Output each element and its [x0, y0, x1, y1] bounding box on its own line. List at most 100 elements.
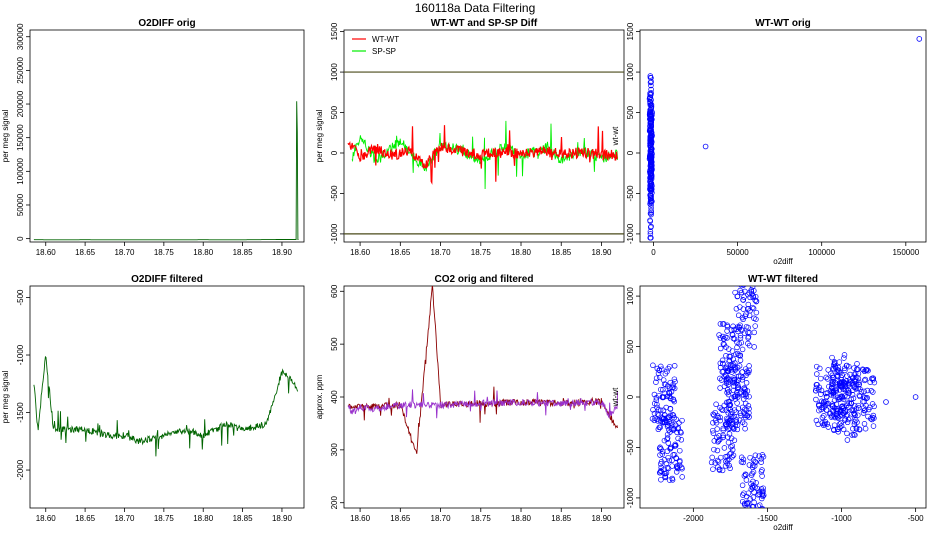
- data-point: [745, 490, 752, 496]
- y-tick-label: -1500: [16, 402, 25, 423]
- data-point: [865, 406, 872, 413]
- chart-title: O2DIFF orig: [138, 18, 195, 29]
- data-point: [722, 463, 729, 469]
- data-point: [814, 371, 820, 377]
- chart-title: WT-WT filtered: [748, 274, 818, 285]
- data-point: [743, 311, 749, 317]
- data-point: [749, 483, 755, 490]
- data-point: [830, 392, 837, 398]
- data-point: [741, 421, 748, 427]
- y-tick-label: 1500: [626, 22, 635, 40]
- data-point: [759, 495, 765, 502]
- data-point: [725, 365, 731, 372]
- data-point: [856, 382, 862, 388]
- chart-title: WT-WT orig: [755, 18, 811, 29]
- data-point: [666, 363, 673, 370]
- data-point: [647, 125, 654, 132]
- data-point: [837, 382, 844, 389]
- data-point: [731, 376, 737, 383]
- data-point: [745, 340, 751, 347]
- y-tick-label: 500: [330, 337, 339, 351]
- data-point: [752, 323, 758, 329]
- plot-frame: [29, 285, 305, 509]
- data-point: [726, 346, 732, 352]
- data-point: [823, 390, 829, 397]
- data-point: [734, 286, 738, 287]
- data-point: [851, 410, 857, 416]
- series-line: [351, 120, 619, 190]
- data-point: [731, 407, 738, 413]
- data-point: [737, 332, 744, 339]
- data-point: [844, 400, 851, 407]
- data-point: [653, 395, 660, 401]
- data-point: [751, 344, 757, 350]
- data-point: [813, 385, 820, 391]
- data-point: [738, 326, 744, 333]
- data-point: [734, 426, 741, 433]
- data-point: [730, 452, 737, 459]
- data-point: [734, 422, 741, 428]
- legend: WT-WT SP-SP: [352, 35, 399, 56]
- data-point: [740, 492, 746, 498]
- data-point: [714, 426, 720, 432]
- data-point: [737, 390, 743, 397]
- data-point: [649, 416, 656, 422]
- data-point: [671, 363, 678, 369]
- data-point: [650, 407, 656, 413]
- data-point: [664, 464, 671, 471]
- data-point: [648, 128, 654, 135]
- data-point: [729, 443, 736, 449]
- y-axis-label: per meg signal: [1, 110, 10, 163]
- data-point: [655, 407, 662, 413]
- data-point: [648, 207, 654, 214]
- data-point: [854, 361, 860, 367]
- data-point: [750, 469, 757, 475]
- data-point: [669, 384, 675, 391]
- data-point: [658, 446, 664, 452]
- x-tick-label: 18.65: [75, 514, 96, 523]
- data-point: [647, 176, 654, 183]
- y-axis-label: per meg signal: [315, 110, 324, 163]
- data-point: [660, 377, 667, 383]
- data-point: [865, 367, 871, 374]
- data-point: [851, 365, 857, 371]
- x-tick-label: 18.60: [36, 514, 57, 523]
- plot-frame: [343, 29, 625, 243]
- data-point: [725, 439, 732, 446]
- data-point: [710, 430, 717, 436]
- data-point: [715, 437, 722, 444]
- data-point: [829, 354, 835, 361]
- data-point: [851, 418, 858, 425]
- data-point: [648, 180, 655, 187]
- series-o2diff: [33, 355, 299, 457]
- data-point: [749, 286, 756, 290]
- data-point: [648, 90, 654, 96]
- plot-area: [33, 101, 299, 241]
- data-point: [715, 414, 722, 421]
- data-point: [648, 119, 654, 126]
- y-tick-label: 400: [330, 390, 339, 404]
- data-point: [752, 452, 759, 459]
- data-point: [654, 411, 661, 417]
- x-tick-label: 18.70: [114, 248, 135, 257]
- data-point: [745, 301, 752, 308]
- data-point: [710, 466, 716, 472]
- data-point: [716, 466, 723, 472]
- data-point: [745, 329, 751, 336]
- data-point: [870, 389, 876, 395]
- x-tick-label: 18.85: [551, 514, 572, 523]
- x-tick-label: 18.85: [233, 248, 254, 257]
- series-line: [33, 355, 299, 457]
- data-point: [731, 364, 738, 371]
- data-point: [883, 399, 889, 405]
- data-point: [667, 406, 674, 412]
- data-point: [711, 412, 717, 419]
- data-point: [647, 171, 654, 177]
- x-tick-label: 18.65: [75, 248, 96, 257]
- data-point: [647, 73, 654, 79]
- x-tick-label: 18.75: [471, 514, 492, 523]
- data-point: [844, 402, 850, 409]
- data-point: [759, 506, 765, 508]
- data-point: [844, 437, 851, 443]
- data-point: [754, 485, 761, 492]
